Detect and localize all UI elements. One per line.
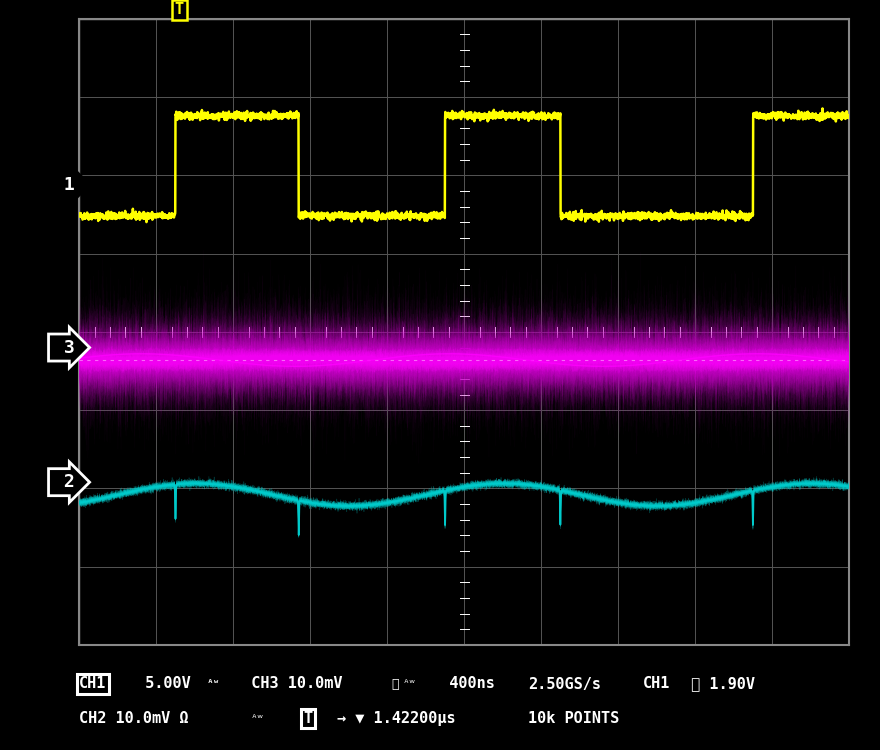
Text: CH3 10.0mV: CH3 10.0mV xyxy=(233,676,342,692)
Text: CH1: CH1 xyxy=(642,676,670,692)
Text: T: T xyxy=(175,2,184,17)
Text: 5.00V: 5.00V xyxy=(136,676,191,692)
Text: ⎺ 1.90V: ⎺ 1.90V xyxy=(682,676,755,692)
Text: CH1: CH1 xyxy=(79,676,106,692)
Text: 1: 1 xyxy=(53,176,75,194)
Text: ⋀: ⋀ xyxy=(392,677,400,691)
Text: CH2 10.0mV Ω: CH2 10.0mV Ω xyxy=(79,711,188,726)
Text: 2: 2 xyxy=(53,473,75,491)
Text: 400ns: 400ns xyxy=(431,676,495,692)
Text: T: T xyxy=(304,711,312,726)
Text: 3: 3 xyxy=(53,338,75,356)
Text: ᴬʷ: ᴬʷ xyxy=(251,713,264,724)
Text: → ▼ 1.42200μs: → ▼ 1.42200μs xyxy=(337,711,456,726)
Text: ᴬʷ: ᴬʷ xyxy=(207,679,220,689)
Text: 2.50GS/s: 2.50GS/s xyxy=(528,676,601,692)
Text: 10k POINTS: 10k POINTS xyxy=(528,711,620,726)
Text: ᴬʷ: ᴬʷ xyxy=(403,679,416,689)
